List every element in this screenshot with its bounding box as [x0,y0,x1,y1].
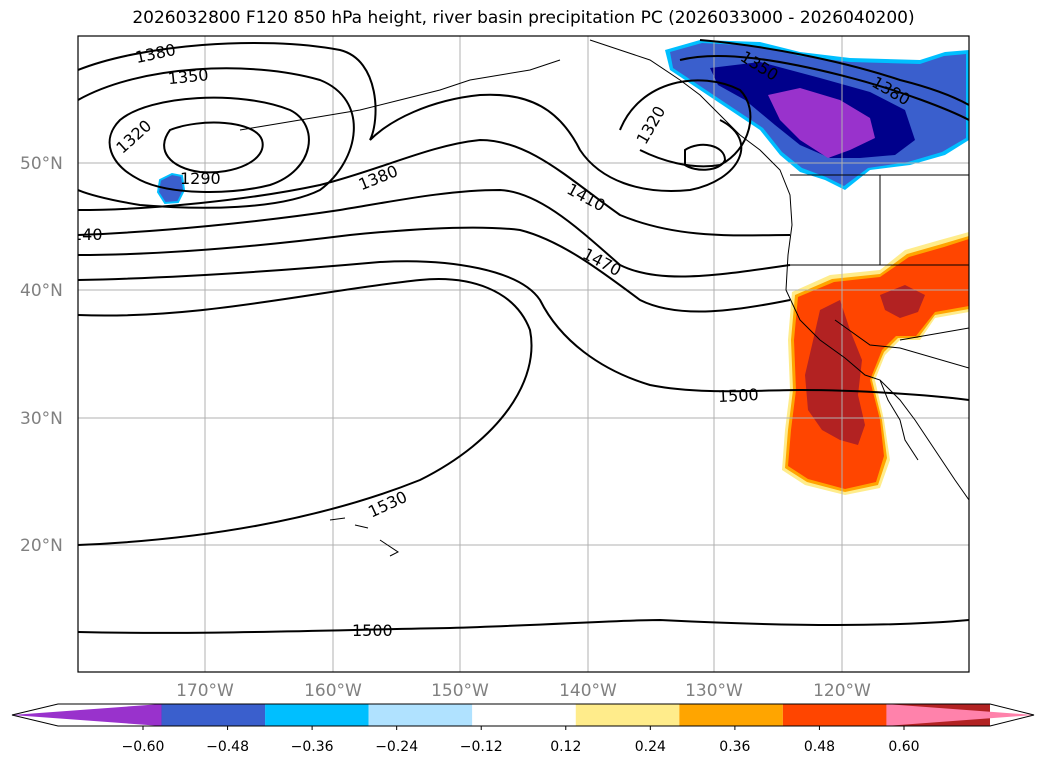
lon-label: 160°W [304,681,362,701]
colorbar: −0.60 −0.48 −0.36 −0.24 −0.12 0.12 0.24 0.36 0.4… [11,703,1035,755]
colorbar-tick-label: 0.60 [888,739,919,755]
contour-1470 [78,226,791,313]
colorbar-extend-high [886,704,1034,726]
lat-label: 40°N [20,281,63,301]
positive-core-north [880,285,925,318]
contour-label: 1500 [717,385,759,406]
colorbar-tick-label: −0.48 [206,739,249,755]
colorbar-tick-label: 0.48 [804,739,835,755]
contour-small-east [684,143,727,171]
contour-1440 [78,188,791,278]
colorbar-segment [679,704,783,726]
colorbar-extend-low [12,704,162,726]
colorbar-tick-label: −0.60 [122,739,165,755]
contour-1320 [108,96,310,193]
contour-1350-east [679,55,969,121]
contour-1530 [78,278,533,546]
height-contours [78,39,969,634]
colorbar-ticks: −0.60 −0.48 −0.36 −0.24 −0.12 0.12 0.24 0.36 0.4… [122,726,920,755]
contour-1380-east [699,39,969,106]
lat-label: 20°N [20,536,63,556]
lat-label: 50°N [20,154,63,174]
colorbar-tick-label: 0.24 [635,739,666,755]
lon-label: 140°W [559,681,617,701]
longitude-labels: 170°W 160°W 150°W 140°W 130°W 120°W [176,681,871,701]
contour-1500-south [78,618,969,634]
contour-1380-west [78,41,743,192]
negative-core [768,88,875,158]
colorbar-outline [11,703,1035,727]
colorbar-segment [368,704,473,726]
colorbar-segment [782,704,887,726]
colorbar-segment [472,704,576,726]
colorbar-tick-label: −0.36 [291,739,334,755]
latitude-labels: 50°N 40°N 30°N 20°N [20,154,63,556]
contour-1410 [78,138,791,237]
lat-label: 30°N [20,409,63,429]
positive-anomaly-shading [782,232,969,495]
lon-label: 170°W [176,681,234,701]
colorbar-segment [575,704,680,726]
contour-label: 140 [72,225,103,244]
colorbar-tick-label: −0.12 [460,739,503,755]
colorbar-segment [161,704,266,726]
colorbar-segments [12,704,1034,726]
colorbar-tick-label: 0.12 [550,739,581,755]
contour-1500-mid [78,260,969,401]
map-plot-area: 1380 1350 1320 1290 1380 1410 1470 1500 … [72,36,969,672]
colorbar-segment [265,704,369,726]
map-frame [77,35,970,673]
lon-label: 130°W [685,681,743,701]
colorbar-tick-label: 0.36 [719,739,750,755]
contour-1290 [163,121,264,174]
lon-label: 120°W [813,681,871,701]
contour-1350 [78,67,355,209]
contour-1320-east [619,79,752,168]
contour-label: 1290 [180,169,221,188]
colorbar-tick-label: −0.24 [375,739,418,755]
lon-label: 150°W [431,681,489,701]
contour-label: 1500 [352,621,393,640]
contour-label: 1350 [167,65,209,88]
positive-core [805,300,865,445]
map-title: 2026032800 F120 850 hPa height, river ba… [132,8,915,28]
